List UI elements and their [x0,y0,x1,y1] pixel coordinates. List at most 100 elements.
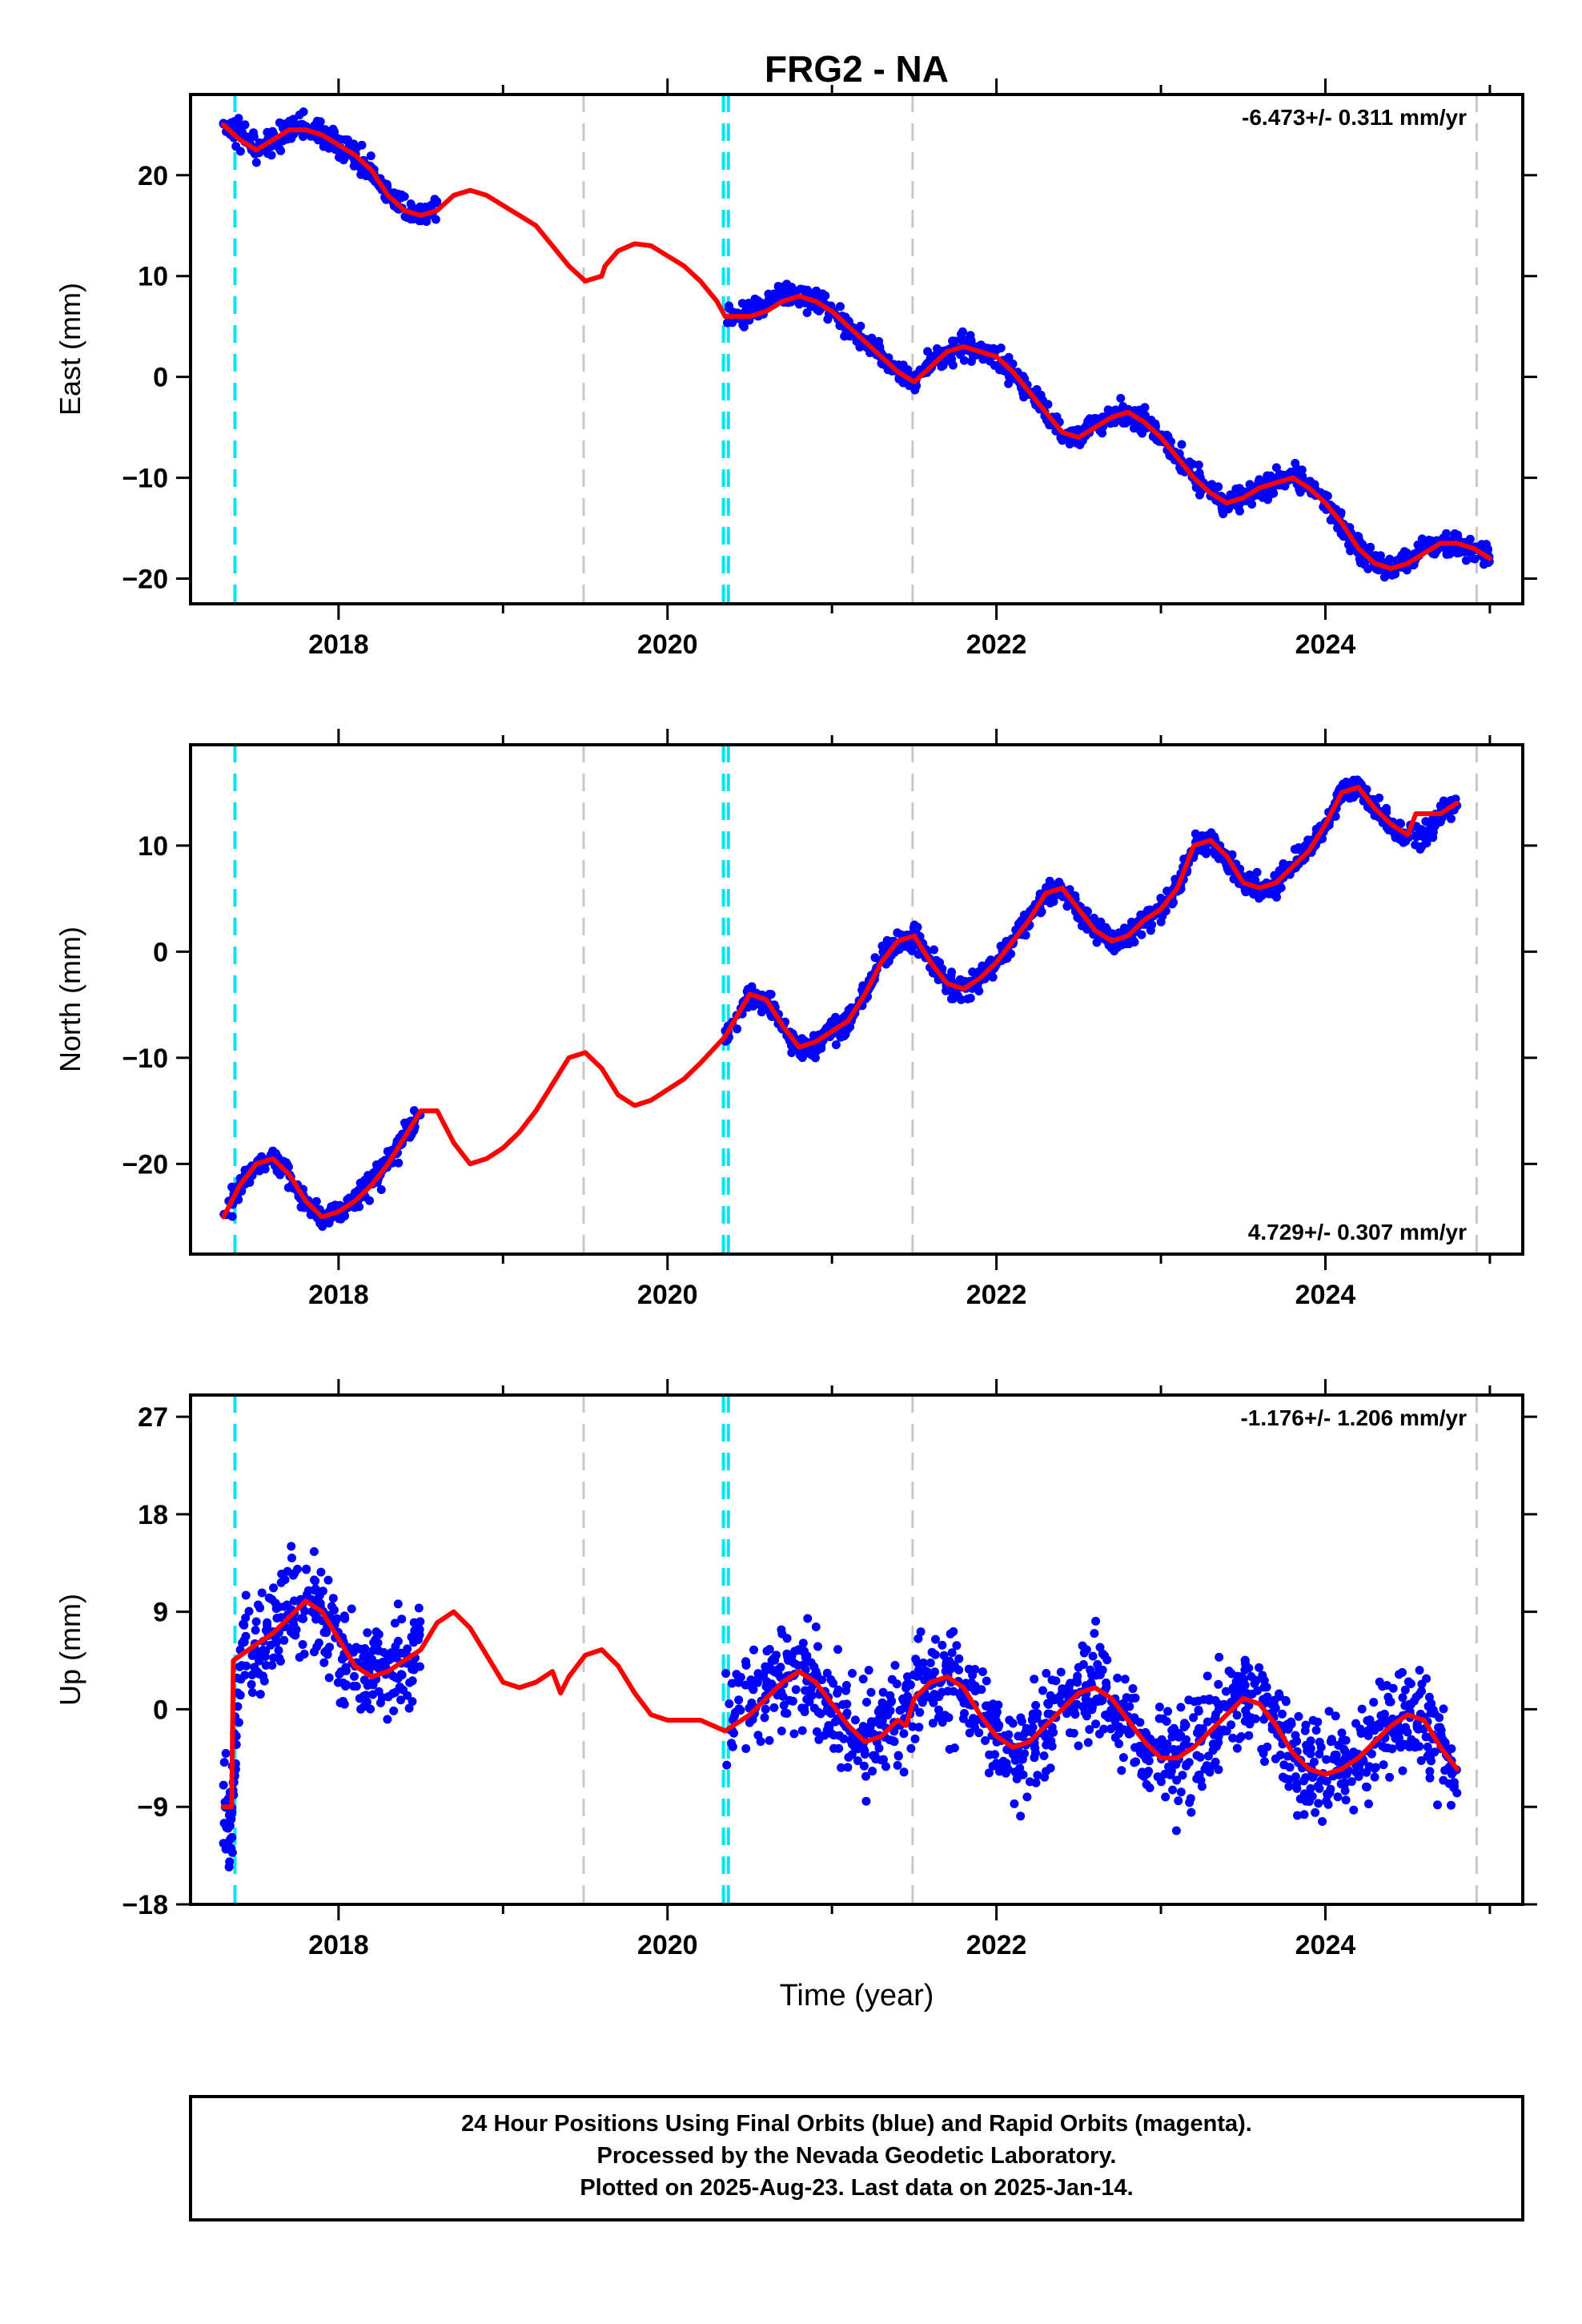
data-point [244,1606,254,1616]
y-tick-label: 10 [138,262,168,292]
data-point [874,1743,884,1753]
caption-line-3: Plotted on 2025-Aug-23. Last data on 202… [580,2175,1133,2201]
model-line-up [221,1598,1460,1810]
data-point [802,308,812,317]
data-point [1281,1695,1291,1705]
data-point [753,296,763,305]
data-point [1470,554,1480,564]
data-point [912,1671,921,1681]
data-point [351,1642,361,1652]
data-point [299,1614,308,1623]
data-point [1349,1805,1359,1815]
data-point [1125,1702,1134,1711]
data-point [318,1586,327,1596]
data-point [1017,916,1026,925]
data-point [1207,480,1217,489]
data-point [1008,359,1018,368]
data-point [877,1755,886,1765]
data-point [1313,1717,1323,1727]
data-point [800,1647,809,1656]
data-point [1240,1680,1250,1690]
data-point [864,1666,873,1675]
data-point [1331,1711,1340,1721]
data-point [1379,1760,1388,1770]
data-point [1163,432,1173,441]
data-point [390,1618,400,1628]
data-point [734,1695,744,1705]
data-point [1010,1799,1019,1808]
data-point [287,1554,296,1562]
data-point [219,1839,228,1848]
data-point [236,1675,246,1684]
data-point [405,1678,415,1687]
data-point [737,299,747,308]
data-point [926,1659,935,1667]
data-point [280,1575,290,1585]
data-point [829,1743,838,1753]
data-point [1364,1799,1373,1808]
rate-label-east: -6.473+/- 0.311 mm/yr [1242,105,1467,130]
data-point [889,1737,899,1747]
data-point [899,1767,909,1777]
data-point [1369,1698,1379,1707]
data-point [812,1727,821,1736]
data-point [858,1675,868,1684]
model-line-east [221,122,1492,571]
data-point [1318,1817,1327,1826]
data-point [869,1751,879,1761]
data-point [1085,1725,1094,1735]
data-point [1433,1800,1442,1810]
x-tick-label: 2022 [966,629,1027,660]
data-point [1326,515,1335,525]
data-point [389,1706,399,1715]
data-point [356,1704,366,1714]
data-point [1194,460,1203,470]
data-point [269,1583,279,1593]
data-point [860,1750,869,1759]
data-point [396,1670,406,1679]
data-point [351,143,361,153]
data-point [1181,1720,1191,1730]
data-point [1361,1782,1371,1791]
data-point [1098,1665,1107,1675]
data-point [1375,1719,1385,1728]
data-point [765,1662,774,1671]
data-point [1379,1709,1389,1719]
data-point [789,1659,799,1668]
x-tick-label: 2018 [308,629,369,660]
data-point [328,124,338,134]
data-point [1421,817,1431,826]
data-point [1278,1709,1287,1719]
data-point [360,1644,370,1653]
data-point [255,1669,264,1679]
data-point [986,1703,995,1712]
data-point [778,1691,788,1701]
data-point [1042,1669,1051,1678]
data-point [1447,1744,1456,1754]
data-point [401,1648,411,1658]
data-point [359,1652,368,1662]
data-point [900,1703,909,1712]
data-point [272,1614,282,1623]
data-point [1163,1707,1173,1716]
data-point [1341,1795,1351,1805]
y-tick-label: 20 [138,161,168,191]
data-point [933,344,942,353]
data-point [1264,887,1274,896]
data-point [279,1635,289,1645]
data-point [1479,560,1488,569]
data-point [1082,1645,1091,1655]
data-point [1020,1749,1030,1759]
data-point [1442,529,1451,538]
data-point [994,1720,1004,1730]
data-point [1269,1700,1279,1709]
data-point [339,1678,347,1687]
data-point [992,345,1002,355]
data-point [1113,1673,1122,1683]
data-point [331,1616,340,1626]
data-point [829,1679,838,1688]
panel-up: 2018 2020 2022 2024 −18 −9 0 9 18 27 Up (mm) -1.176… [54,1379,1537,1960]
data-point [1228,1733,1238,1743]
data-point [1395,1742,1405,1751]
